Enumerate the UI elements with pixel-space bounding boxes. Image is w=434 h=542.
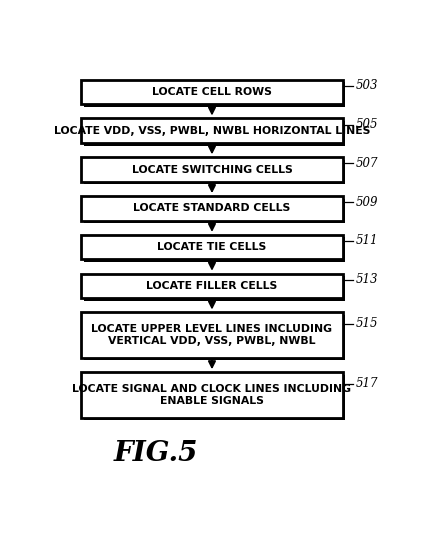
Text: LOCATE VDD, VSS, PWBL, NWBL HORIZONTAL LINES: LOCATE VDD, VSS, PWBL, NWBL HORIZONTAL L… (54, 126, 369, 136)
Text: 507: 507 (355, 157, 378, 170)
Text: 511: 511 (355, 235, 378, 248)
Bar (81, 312, 342, 358)
Bar (81, 196, 342, 221)
Bar (84, 121, 345, 146)
Bar (81, 235, 342, 260)
Text: 517: 517 (355, 377, 378, 390)
Bar (81, 274, 342, 298)
Bar (81, 157, 342, 182)
Text: 503: 503 (355, 79, 378, 92)
Text: LOCATE CELL ROWS: LOCATE CELL ROWS (152, 87, 271, 97)
Text: LOCATE SWITCHING CELLS: LOCATE SWITCHING CELLS (132, 165, 292, 175)
Text: FIG.5: FIG.5 (113, 440, 197, 467)
Bar (81, 80, 342, 104)
Bar (84, 160, 345, 184)
Text: LOCATE UPPER LEVEL LINES INCLUDING
VERTICAL VDD, VSS, PWBL, NWBL: LOCATE UPPER LEVEL LINES INCLUDING VERTI… (91, 324, 332, 346)
Text: LOCATE FILLER CELLS: LOCATE FILLER CELLS (146, 281, 277, 291)
Bar (84, 315, 345, 360)
Bar (84, 375, 345, 420)
Text: LOCATE SIGNAL AND CLOCK LINES INCLUDING
ENABLE SIGNALS: LOCATE SIGNAL AND CLOCK LINES INCLUDING … (72, 384, 351, 406)
Text: 513: 513 (355, 273, 378, 286)
Bar (81, 372, 342, 418)
Text: 515: 515 (355, 317, 378, 330)
Bar (81, 119, 342, 143)
Bar (84, 198, 345, 223)
Text: 509: 509 (355, 196, 378, 209)
Bar (84, 237, 345, 262)
Text: LOCATE STANDARD CELLS: LOCATE STANDARD CELLS (133, 203, 290, 214)
Text: 505: 505 (355, 118, 378, 131)
Bar (84, 82, 345, 107)
Text: LOCATE TIE CELLS: LOCATE TIE CELLS (157, 242, 266, 252)
Bar (84, 276, 345, 301)
